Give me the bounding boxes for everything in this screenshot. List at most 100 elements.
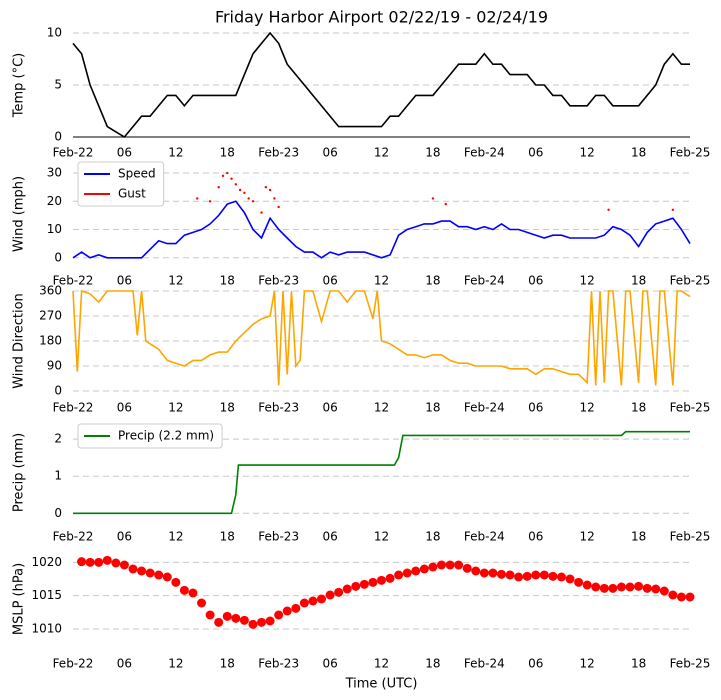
x-tick-label: 18 — [425, 274, 440, 288]
x-tick-label: 12 — [168, 274, 183, 288]
y-tick-label: 5 — [54, 78, 62, 92]
x-tick-label: Feb-22 — [53, 274, 94, 288]
point — [277, 205, 280, 209]
point — [260, 211, 263, 214]
x-tick-label: 18 — [425, 146, 440, 160]
point — [334, 587, 344, 597]
point — [231, 613, 241, 623]
x-tick-label: 06 — [322, 274, 337, 288]
x-tick-label: 06 — [528, 146, 543, 160]
point — [676, 592, 686, 602]
point — [454, 560, 464, 570]
y-tick-label: 20 — [47, 194, 62, 208]
legend-box — [77, 423, 223, 449]
point — [444, 202, 447, 206]
point — [531, 570, 541, 580]
point — [94, 557, 104, 567]
x-tick-label: Feb-25 — [670, 657, 711, 671]
point — [291, 603, 301, 613]
point — [77, 557, 87, 567]
x-tick-label: 06 — [528, 274, 543, 288]
point — [171, 577, 181, 587]
x-tick-label: Feb-24 — [464, 530, 505, 544]
y-tick-label: 270 — [39, 309, 62, 323]
point — [574, 577, 584, 587]
x-tick-label: 18 — [631, 530, 646, 544]
line-series — [72, 31, 690, 139]
point — [359, 579, 369, 589]
panel: Wind (mph) 0 10 20 30 Feb-22 06 12 18 Feb-23 06 12 1… — [12, 161, 710, 288]
point — [548, 571, 558, 581]
x-tick-label: Feb-22 — [53, 146, 94, 160]
x-tick-label: 06 — [322, 657, 337, 671]
x-tick-label: 12 — [580, 274, 595, 288]
point — [162, 572, 172, 582]
point — [431, 197, 435, 200]
y-tick-label: 360 — [39, 284, 62, 298]
point — [308, 596, 318, 606]
x-tick-label: 12 — [374, 146, 389, 160]
x-tick-label: 18 — [220, 657, 235, 671]
x-tick-label: 06 — [322, 530, 337, 544]
x-tick-label: 18 — [220, 530, 235, 544]
y-tick-label: 1010 — [31, 622, 62, 636]
line-series — [72, 200, 691, 259]
point — [248, 619, 258, 629]
x-tick-label: 18 — [425, 401, 440, 415]
point — [208, 200, 212, 203]
x-tick-label: Feb-23 — [258, 146, 299, 160]
point — [222, 611, 232, 621]
x-tick-label: Feb-23 — [258, 657, 299, 671]
point — [299, 598, 309, 608]
point — [243, 191, 246, 195]
point — [230, 177, 233, 180]
legend-label: Precip (2.2 mm) — [118, 429, 214, 443]
x-tick-label: 06 — [322, 401, 337, 415]
x-tick-label: Feb-25 — [670, 401, 711, 415]
y-tick-label: 1020 — [31, 555, 62, 569]
point — [385, 573, 395, 583]
y-tick-label: 1015 — [31, 588, 62, 602]
point — [257, 617, 267, 627]
x-tick-label: 06 — [117, 657, 132, 671]
point — [668, 590, 678, 600]
point — [642, 583, 652, 593]
y-tick-label: 0 — [54, 506, 62, 520]
point — [651, 584, 661, 594]
x-tick-label: 18 — [631, 274, 646, 288]
point — [265, 616, 275, 626]
point — [591, 582, 601, 592]
x-tick-label: Feb-25 — [670, 530, 711, 544]
y-tick-label: 1 — [54, 469, 62, 483]
point — [479, 568, 489, 578]
x-tick-label: Feb-24 — [464, 401, 505, 415]
y-tick-label: 10 — [47, 26, 62, 40]
chart-title: Friday Harbor Airport 02/22/19 - 02/24/1… — [215, 8, 548, 27]
point — [556, 572, 566, 582]
point — [325, 590, 335, 600]
x-tick-label: Feb-23 — [258, 401, 299, 415]
point — [251, 200, 255, 203]
x-tick-label: Feb-24 — [464, 146, 505, 160]
x-tick-label: 18 — [220, 146, 235, 160]
point — [625, 582, 635, 592]
point — [234, 183, 238, 186]
x-tick-label: 06 — [117, 401, 132, 415]
y-tick-label: 180 — [39, 334, 62, 348]
x-tick-label: Feb-22 — [53, 657, 94, 671]
x-tick-label: 06 — [117, 146, 132, 160]
x-tick-label: 12 — [580, 530, 595, 544]
point — [582, 580, 592, 590]
legend-label: Speed — [118, 167, 156, 181]
x-tick-label: 18 — [631, 657, 646, 671]
x-tick-label: 12 — [168, 146, 183, 160]
point — [274, 610, 284, 620]
x-tick-label: Feb-22 — [53, 401, 94, 415]
point — [196, 197, 199, 200]
point — [214, 617, 224, 627]
x-tick-label: 12 — [168, 657, 183, 671]
x-tick-label: 12 — [580, 657, 595, 671]
point — [471, 566, 481, 576]
point — [634, 581, 644, 591]
